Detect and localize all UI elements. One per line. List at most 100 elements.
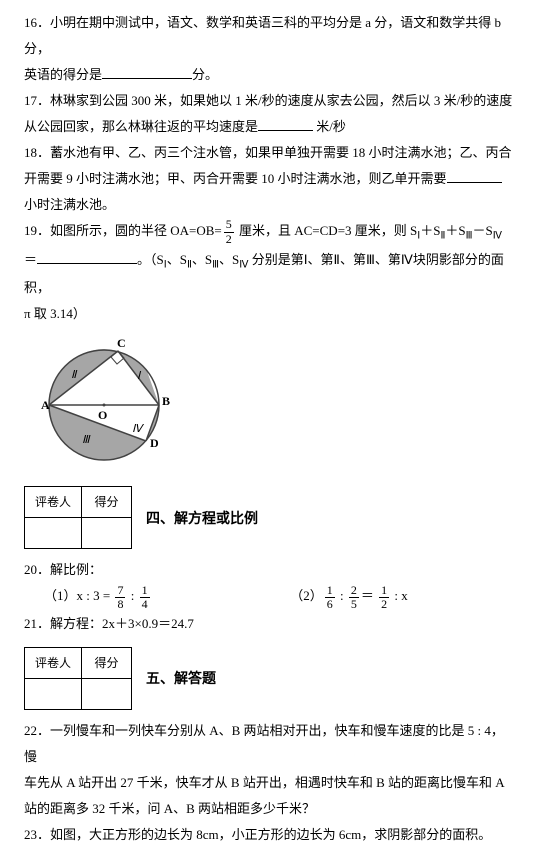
fraction: 25 xyxy=(349,584,359,611)
cell-grader: 评卷人 xyxy=(25,647,82,678)
center-dot xyxy=(103,404,106,407)
frac-num: 1 xyxy=(379,584,389,598)
question-18: 18．蓄水池有甲、乙、丙三个注水管，如果甲单独开需要 18 小时注满水池；乙、丙… xyxy=(24,140,514,166)
q16-t3: 分。 xyxy=(192,67,218,82)
q23-num: 23 xyxy=(24,827,37,842)
cell-empty xyxy=(25,678,82,709)
fraction: 52 xyxy=(224,218,234,245)
cell-empty xyxy=(82,518,132,549)
question-20: 20．解比例： xyxy=(24,557,514,583)
tail: : x xyxy=(391,588,408,603)
score-table: 评卷人 得分 xyxy=(24,486,132,549)
eq: ＝ xyxy=(24,252,37,267)
plus: ＋S xyxy=(445,223,465,238)
sub: Ⅳ xyxy=(493,231,502,242)
cell-score: 得分 xyxy=(82,487,132,518)
question-16-cont: 英语的得分是分。 xyxy=(24,62,514,88)
label-c: C xyxy=(117,336,126,350)
p1a: （1） xyxy=(44,588,77,603)
p1b: x : 3 = xyxy=(77,588,114,603)
fraction: 12 xyxy=(379,584,389,611)
question-22-cont: 车先从 A 站开出 27 千米，快车才从 B 站开出，相遇时快车和 B 站的距离… xyxy=(24,770,514,796)
frac-num: 1 xyxy=(140,584,150,598)
eq: ＝ xyxy=(361,588,377,603)
label-d: D xyxy=(150,436,159,450)
c: 、S xyxy=(192,252,212,267)
score-table: 评卷人 得分 xyxy=(24,647,132,710)
frac-den: 4 xyxy=(140,598,150,611)
label-a: A xyxy=(41,398,50,412)
q19-figure: A B C D O Ⅰ Ⅱ Ⅲ Ⅳ xyxy=(34,335,514,474)
blank xyxy=(37,251,137,264)
sub: Ⅲ xyxy=(212,259,219,270)
q17-num: 17 xyxy=(24,93,37,108)
frac-den: 2 xyxy=(379,598,389,611)
fraction: 78 xyxy=(115,584,125,611)
frac-den: 6 xyxy=(325,598,335,611)
label-b: B xyxy=(162,394,170,408)
label-o: O xyxy=(98,408,107,422)
q19-t1: ．如图所示，圆的半径 OA=OB= xyxy=(37,223,222,238)
fraction: 14 xyxy=(140,584,150,611)
frac-den: 5 xyxy=(349,598,359,611)
table-row xyxy=(25,518,132,549)
section-4-title: 四、解方程或比例 xyxy=(146,504,258,532)
question-22: 22．一列慢车和一列快车分别从 A、B 两站相对开出，快车和慢车速度的比是 5 … xyxy=(24,718,514,770)
q20-parts: （1）x : 3 = 78 : 14 （2）16 : 25＝ 12 : x xyxy=(44,583,514,611)
question-19: 19．如图所示，圆的半径 OA=OB=52 厘米，且 AC=CD=3 厘米，则 … xyxy=(24,218,514,247)
frac-den: 8 xyxy=(115,598,125,611)
q20-part1: （1）x : 3 = 78 : 14 xyxy=(44,583,290,611)
section-5-header: 评卷人 得分 五、解答题 xyxy=(24,647,514,710)
circle-diagram: A B C D O Ⅰ Ⅱ Ⅲ Ⅳ xyxy=(34,335,184,465)
blank xyxy=(258,118,313,131)
colon: : xyxy=(337,588,347,603)
q17-t1: ．林琳家到公园 300 米，如果她以 1 米/秒的速度从家去公园，然后以 3 米… xyxy=(37,93,512,108)
q18-num: 18 xyxy=(24,145,37,160)
frac-num: 2 xyxy=(349,584,359,598)
question-19-cont2: π 取 3.14） xyxy=(24,301,514,327)
blank xyxy=(447,170,502,183)
section-5-title: 五、解答题 xyxy=(146,664,216,692)
question-22-cont2: 站的距离多 32 千米，问 A、B 两站相距多少千米？ xyxy=(24,796,514,822)
minus: －S xyxy=(473,223,493,238)
frac-den: 2 xyxy=(224,233,234,246)
q17-t2: 从公园回家，那么林琳往返的平均速度是 xyxy=(24,119,258,134)
q18-t1: ．蓄水池有甲、乙、丙三个注水管，如果甲单独开需要 18 小时注满水池；乙、丙合 xyxy=(37,145,512,160)
cell-empty xyxy=(25,518,82,549)
question-17-cont: 从公园回家，那么林琳往返的平均速度是 米/秒 xyxy=(24,114,514,140)
q21-t1: ．解方程：2x＋3×0.9＝24.7 xyxy=(37,616,194,631)
sub: Ⅲ xyxy=(466,231,473,242)
q19-t2: 厘米，且 AC=CD=3 厘米，则 S xyxy=(236,223,418,238)
frac-num: 1 xyxy=(325,584,335,598)
q19-t3: 。（S xyxy=(137,252,164,267)
cell-score: 得分 xyxy=(82,647,132,678)
q20-num: 20 xyxy=(24,562,37,577)
q18-t2: 开需要 9 小时注满水池；甲、丙合开需要 10 小时注满水池，则乙单开需要 xyxy=(24,171,447,186)
question-16: 16．小明在期中测试中，语文、数学和英语三科的平均分是 a 分，语文和数学共得 … xyxy=(24,10,514,62)
fraction: 16 xyxy=(325,584,335,611)
q23-t1: ．如图，大正方形的边长为 8cm，小正方形的边长为 6cm，求阴影部分的面积。 xyxy=(37,827,491,842)
blank xyxy=(102,66,192,79)
q20-part2: （2）16 : 25＝ 12 : x xyxy=(290,583,514,611)
colon: : xyxy=(127,588,137,603)
q17-t3: 米/秒 xyxy=(316,119,346,134)
c: 、S xyxy=(219,252,239,267)
question-18-cont: 开需要 9 小时注满水池；甲、丙合开需要 10 小时注满水池，则乙单开需要 xyxy=(24,166,514,192)
question-21: 21．解方程：2x＋3×0.9＝24.7 xyxy=(24,611,514,637)
table-row: 评卷人 得分 xyxy=(25,647,132,678)
q18-t3: 小时注满水池。 xyxy=(24,197,115,212)
section-4-header: 评卷人 得分 四、解方程或比例 xyxy=(24,486,514,549)
question-23: 23．如图，大正方形的边长为 8cm，小正方形的边长为 6cm，求阴影部分的面积… xyxy=(24,822,514,848)
plus: ＋S xyxy=(420,223,440,238)
q22-t2: 车先从 A 站开出 27 千米，快车才从 B 站开出，相遇时快车和 B 站的距离… xyxy=(24,775,505,790)
question-19-cont: ＝。（SⅠ、SⅡ、SⅢ、SⅣ 分别是第Ⅰ、第Ⅱ、第Ⅲ、第Ⅳ块阴影部分的面积， xyxy=(24,247,514,302)
q16-t1: ．小明在期中测试中，语文、数学和英语三科的平均分是 a 分，语文和数学共得 b … xyxy=(24,15,501,56)
question-18-cont2: 小时注满水池。 xyxy=(24,192,514,218)
frac-num: 7 xyxy=(115,584,125,598)
table-row xyxy=(25,678,132,709)
table-row: 评卷人 得分 xyxy=(25,487,132,518)
label-iv: Ⅳ xyxy=(132,423,145,435)
p2a: （2） xyxy=(290,588,323,603)
c: 、S xyxy=(167,252,187,267)
cell-empty xyxy=(82,678,132,709)
